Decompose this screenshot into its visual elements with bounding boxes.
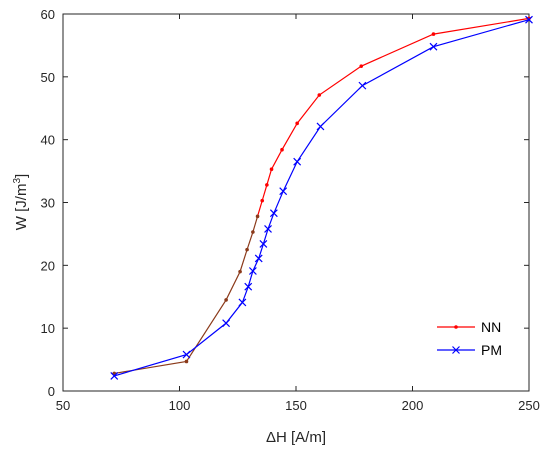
y-tick-label: 50 (41, 70, 55, 85)
x-tick-label: 200 (402, 398, 424, 413)
series-pm-point (358, 81, 367, 90)
legend-pm-marker (452, 346, 460, 354)
y-tick-label: 60 (41, 7, 55, 22)
series-nn-line (256, 17, 530, 217)
y-axis-label: W [J/m3] (12, 174, 30, 230)
legend: NN PM (430, 315, 520, 365)
series-nn-point (269, 167, 274, 171)
series-nn-point (245, 247, 249, 252)
y-tick-label: 0 (48, 384, 55, 399)
y-tick-label: 30 (41, 196, 55, 211)
series-pm-point (279, 187, 288, 196)
series-nn-point (224, 298, 228, 302)
series-nn-point (317, 93, 322, 97)
series-pm-point (182, 350, 191, 359)
series-nn-point (184, 359, 189, 364)
series-pm-line (114, 19, 530, 377)
y-axis-label-end: ] (13, 174, 30, 178)
series-pm-point (525, 15, 533, 24)
y-axis-label-superscript: 3 (12, 178, 23, 184)
x-axis-label: ΔH [A/m] (266, 429, 326, 446)
series-nn-point (238, 269, 242, 274)
series-pm-point (110, 371, 119, 380)
series-nn-point (260, 198, 265, 203)
series-nn-point (265, 183, 269, 187)
series-nn-point (255, 214, 260, 219)
series-pm-point (429, 42, 438, 51)
axis-ticks: 50 100 150 200 250 0 10 20 30 40 50 60 (41, 7, 540, 413)
series-pm-point (238, 298, 247, 307)
legend-pm-label: PM (481, 342, 502, 358)
series-pm-point (248, 267, 257, 275)
series-nn-point (295, 121, 299, 126)
legend-box (430, 315, 520, 365)
series-pm-point (316, 122, 325, 131)
legend-nn-marker (454, 325, 458, 329)
series-pm-point (222, 319, 231, 328)
series-layer (110, 15, 533, 380)
y-tick-label: 40 (41, 133, 55, 148)
series-nn-point (431, 32, 436, 36)
series-pm-point (259, 240, 268, 248)
y-tick-label: 10 (41, 321, 55, 336)
series-pm-point (264, 224, 272, 233)
x-tick-label: 50 (56, 398, 70, 413)
series-nn-point (251, 230, 255, 234)
series-nn-point (280, 147, 284, 152)
series-pm-point (269, 209, 278, 218)
x-tick-label: 100 (169, 398, 191, 413)
series-pm-point (293, 157, 302, 166)
series-pm-point (254, 254, 263, 263)
y-tick-label: 20 (41, 258, 55, 273)
legend-nn-label: NN (481, 319, 501, 335)
series-nn-point (359, 64, 364, 68)
y-axis-label-base: W [J/m (13, 184, 30, 231)
x-tick-label: 150 (285, 398, 307, 413)
x-tick-label: 250 (518, 398, 540, 413)
series-pm-point (244, 282, 253, 291)
